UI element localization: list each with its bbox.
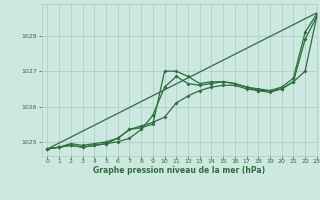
X-axis label: Graphe pression niveau de la mer (hPa): Graphe pression niveau de la mer (hPa) — [93, 166, 265, 175]
